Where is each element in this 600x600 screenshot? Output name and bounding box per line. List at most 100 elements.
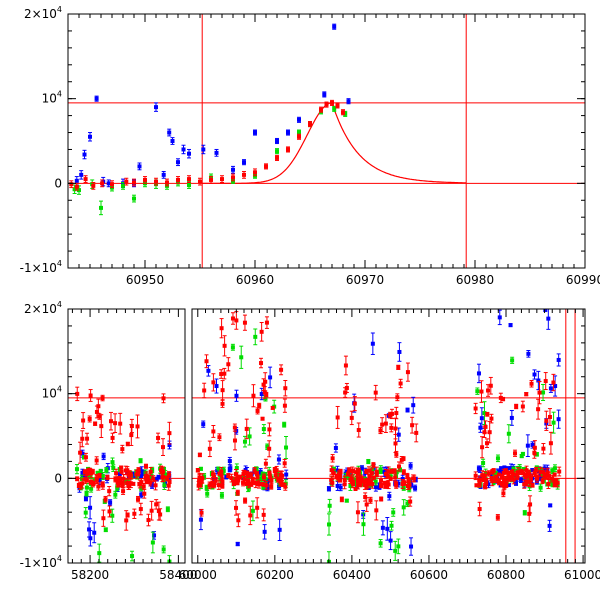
bottom-cluster-1: [195, 311, 289, 547]
bottom-point-red: [255, 497, 260, 519]
bottom-point-red: [529, 379, 534, 388]
bottom-point-red: [355, 475, 360, 483]
bottom-point-red: [226, 473, 231, 479]
bottom-point-red: [119, 465, 124, 470]
top-point-0-17: [201, 144, 206, 155]
bottom-cluster-0: [74, 386, 172, 563]
bottom-point-red: [211, 425, 216, 438]
bottom-point-red: [541, 443, 546, 455]
bottom-point-red: [158, 508, 163, 521]
top-point-0-4: [94, 95, 99, 102]
top-series-1: [72, 105, 348, 216]
bottom-point-red: [342, 475, 347, 485]
bottom-point-red: [143, 463, 148, 469]
bottom-point-red: [136, 467, 141, 474]
top-point-0-25: [322, 91, 327, 98]
bottom-point-green: [150, 531, 155, 554]
bottom-point-red: [86, 467, 91, 472]
bottom-point-green: [100, 472, 105, 481]
bottom-point-blue: [227, 456, 232, 466]
bottom-point-red: [374, 472, 379, 478]
bottom-point-red: [264, 481, 269, 490]
bottom-point-red: [118, 412, 123, 435]
bottom-point-red: [528, 495, 533, 514]
bottom-point-green: [541, 383, 546, 401]
bottom-point-red: [87, 415, 92, 423]
bottom-point-green: [389, 520, 394, 531]
bottom-point-red: [490, 475, 495, 487]
bottom-point-red: [273, 471, 278, 479]
bottom-point-blue: [201, 420, 206, 428]
bottom-point-red: [518, 468, 523, 475]
bottom-point-blue: [326, 486, 331, 492]
bottom-point-red: [196, 480, 201, 491]
bottom-point-blue: [413, 484, 418, 492]
bottom-point-blue: [227, 466, 232, 473]
top-xtick-label-2: 60970: [346, 273, 384, 287]
bottom-point-red: [495, 514, 500, 521]
bottom-point-blue: [88, 530, 93, 547]
bottom-point-red: [219, 318, 224, 339]
bottom-point-red: [557, 466, 562, 477]
top-point-0-13: [170, 137, 175, 145]
top-ytick-label-2: 0: [54, 176, 62, 190]
top-point-0-15: [181, 144, 186, 155]
bottom-point-red: [146, 513, 151, 527]
bottom-point-red: [244, 418, 249, 440]
bottom-point-red: [129, 418, 134, 434]
bottom-point-red: [208, 481, 213, 488]
bottom-point-red: [219, 369, 224, 379]
bottom-point-red: [236, 513, 241, 528]
top-point-2-17: [242, 170, 246, 179]
bottom-point-red: [388, 469, 393, 474]
bottom-xtick-label-0-1: 58400: [159, 568, 197, 582]
bottom-point-green: [506, 424, 511, 444]
bottom-point-red: [544, 410, 549, 431]
top-point-2-27: [335, 102, 340, 109]
top-panel: 60950 60960 60970 60980 60990 2×104 104 0 -1×104: [20, 5, 600, 287]
bottom-point-red: [121, 473, 126, 484]
bottom-ytick-label-1: 104: [42, 385, 62, 401]
bottom-point-red: [149, 500, 154, 521]
bottom-point-red: [395, 393, 400, 402]
bottom-point-red: [547, 408, 552, 426]
bottom-point-red: [153, 480, 158, 491]
top-ytick-label-3: -1×104: [20, 259, 62, 275]
bottom-point-blue: [108, 499, 113, 506]
bottom-point-red: [76, 482, 81, 489]
bottom-point-blue: [508, 323, 513, 328]
bottom-point-red: [138, 502, 143, 516]
top-point-0-3: [88, 132, 92, 142]
top-point-1-6: [132, 194, 136, 203]
bottom-point-red: [197, 452, 202, 458]
bottom-point-green: [282, 421, 287, 428]
bottom-point-red: [283, 380, 288, 397]
bottom-point-red: [343, 387, 348, 398]
bottom-point-red: [236, 476, 241, 483]
bottom-point-red: [410, 416, 415, 434]
bottom-point-red: [141, 482, 146, 490]
bottom-point-blue: [385, 516, 390, 541]
bottom-point-red: [267, 440, 272, 458]
bottom-point-red: [368, 496, 373, 504]
bottom-point-red: [242, 314, 247, 331]
bottom-point-red: [493, 474, 498, 483]
top-point-0-19: [231, 165, 235, 174]
bottom-point-red: [555, 478, 560, 488]
bottom-point-red: [120, 444, 125, 454]
top-point-2-22: [297, 133, 301, 140]
bottom-point-green: [391, 508, 396, 517]
top-series-0: [74, 23, 351, 189]
top-ytick-label-1: 104: [42, 90, 62, 106]
top-point-0-20: [242, 159, 246, 166]
bottom-point-red: [97, 413, 102, 420]
bottom-point-red: [167, 479, 172, 484]
bottom-point-red: [107, 505, 112, 518]
bottom-point-red: [383, 468, 388, 480]
bottom-point-blue: [381, 466, 386, 477]
bottom-xtick-label-1-5: 61000: [564, 568, 600, 582]
bottom-point-green: [361, 512, 366, 536]
top-point-2-9: [154, 177, 158, 186]
bottom-point-red: [523, 472, 528, 480]
